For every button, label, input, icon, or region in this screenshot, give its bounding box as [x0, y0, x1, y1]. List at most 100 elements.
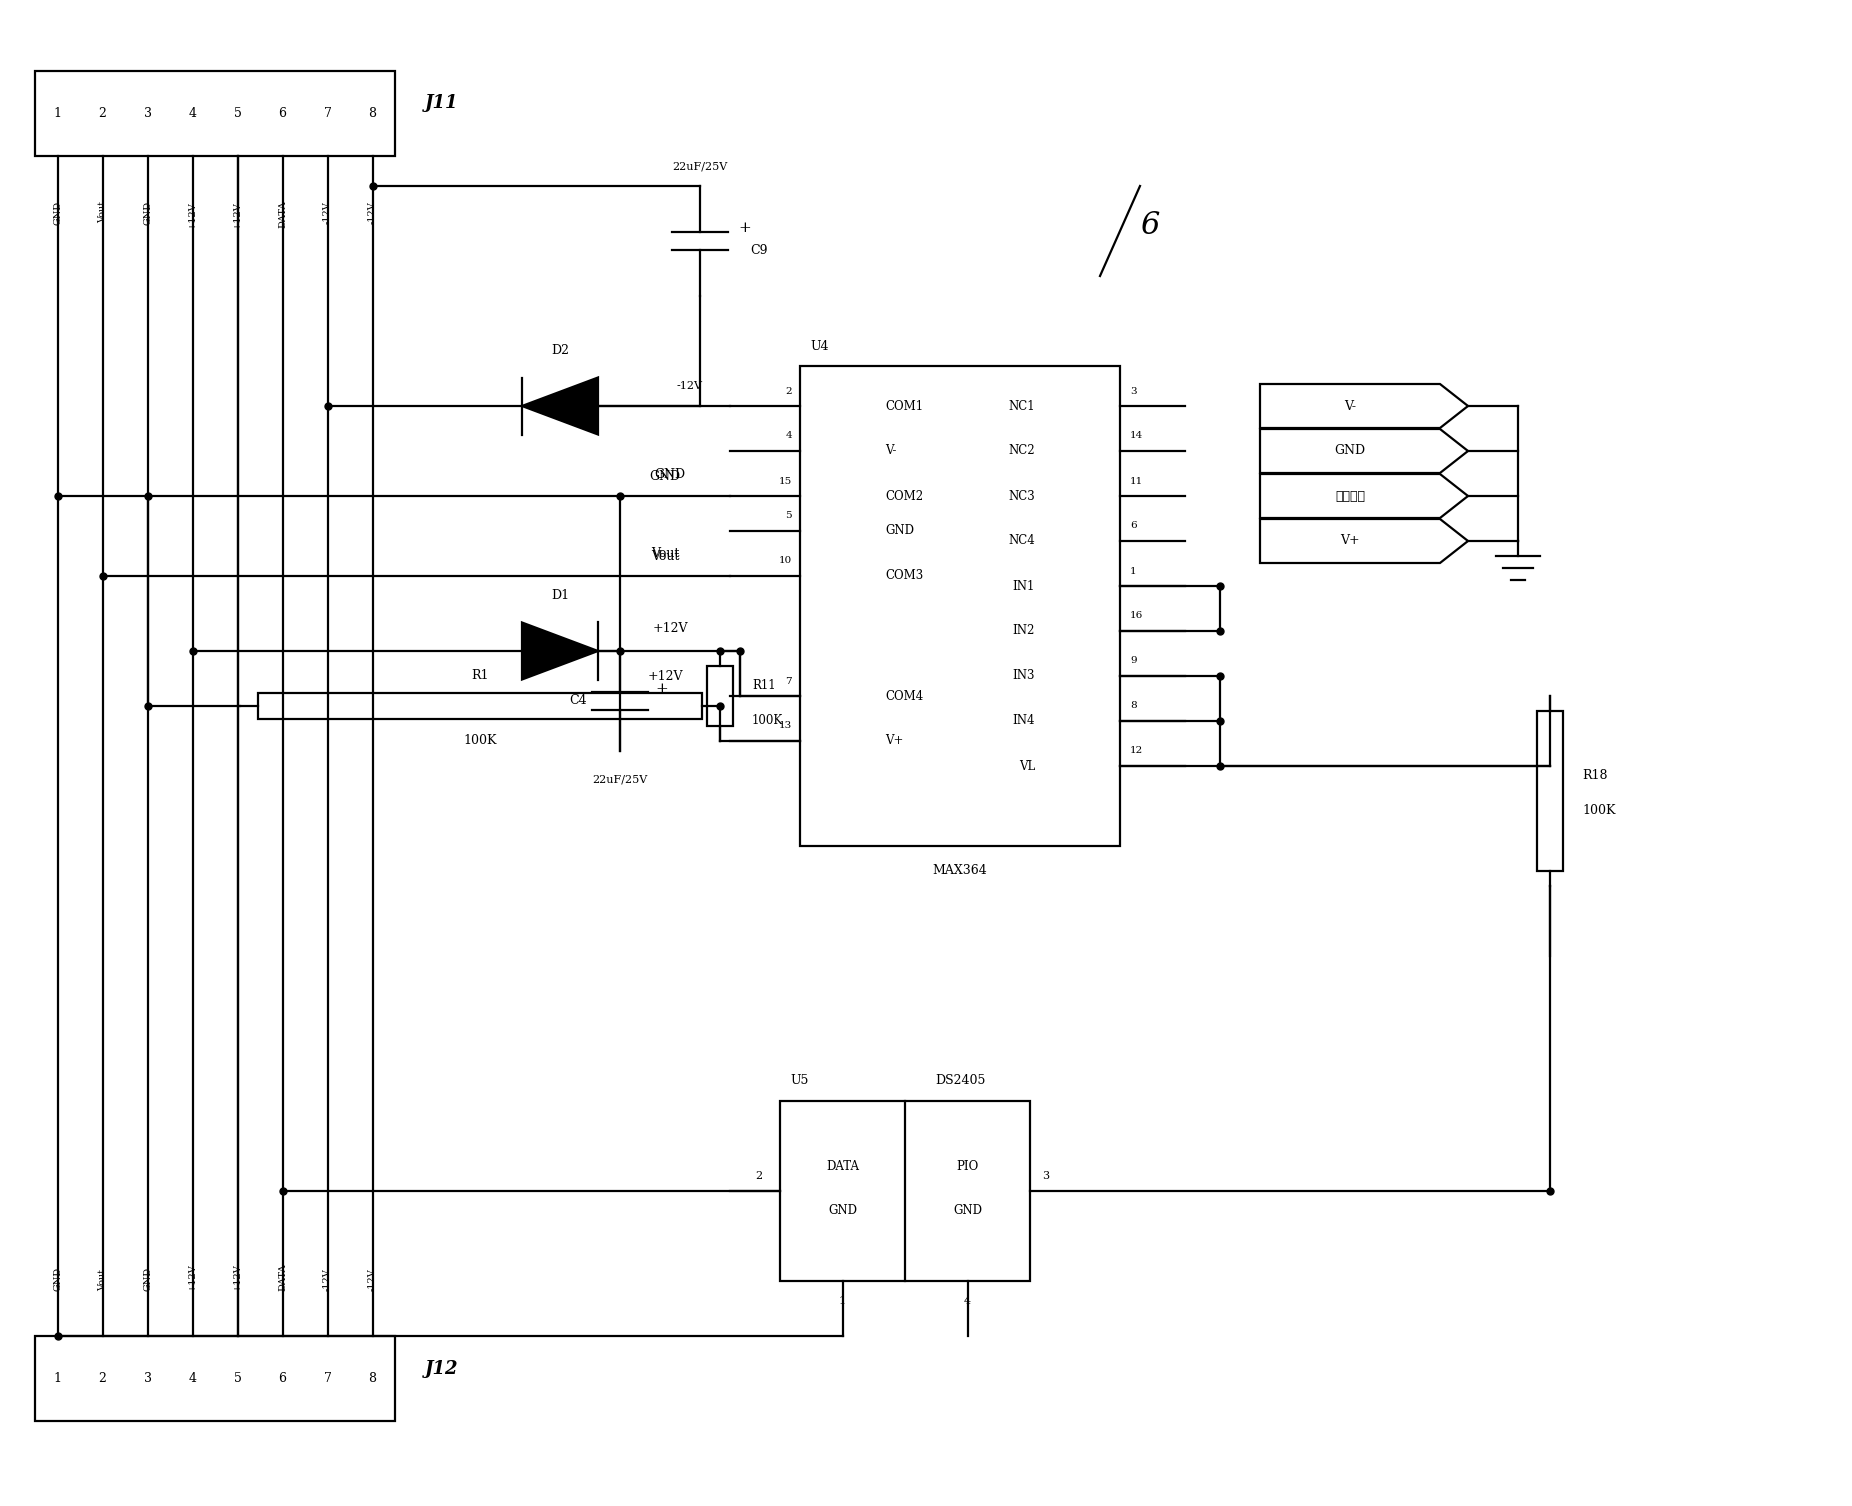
Text: COM3: COM3: [885, 569, 924, 583]
Text: R11: R11: [752, 679, 776, 693]
Text: 3: 3: [143, 107, 152, 120]
Text: NC2: NC2: [1007, 444, 1035, 458]
Text: DATA: DATA: [278, 1264, 287, 1291]
Text: 2: 2: [756, 1172, 761, 1181]
Text: 5: 5: [233, 107, 241, 120]
Text: IN2: IN2: [1013, 625, 1035, 637]
Text: V+: V+: [1341, 535, 1359, 548]
Text: 3: 3: [1043, 1172, 1048, 1181]
Text: -12V: -12V: [369, 200, 378, 224]
Bar: [35, 1336, 394, 1422]
Text: NC3: NC3: [1007, 489, 1035, 503]
Text: 15: 15: [778, 476, 793, 485]
Polygon shape: [1259, 474, 1469, 518]
Text: 7: 7: [324, 107, 332, 120]
Bar: [257, 693, 702, 718]
Text: 测得电压: 测得电压: [1335, 489, 1365, 503]
Text: NC1: NC1: [1007, 399, 1035, 413]
Text: 5: 5: [233, 1372, 241, 1386]
Text: 4: 4: [785, 432, 793, 440]
Text: +12V: +12V: [189, 200, 196, 229]
Text: J11: J11: [424, 95, 459, 113]
Text: 4: 4: [963, 1297, 970, 1306]
Text: GND: GND: [828, 1205, 857, 1217]
Text: 10: 10: [778, 557, 793, 565]
Text: 1: 1: [54, 107, 61, 120]
Text: +12V: +12V: [233, 200, 243, 229]
Text: +12V: +12V: [233, 1264, 243, 1291]
Polygon shape: [1259, 429, 1469, 473]
Text: V+: V+: [885, 735, 904, 747]
Bar: [780, 1101, 1030, 1282]
Text: 3: 3: [143, 1372, 152, 1386]
Text: 4: 4: [189, 107, 196, 120]
Text: Vout: Vout: [98, 1270, 107, 1291]
Text: GND: GND: [143, 1267, 152, 1291]
Text: 1: 1: [1130, 566, 1137, 575]
Text: Vout: Vout: [98, 200, 107, 223]
Text: GND: GND: [54, 1267, 61, 1291]
Text: GND: GND: [650, 470, 680, 482]
Text: IN3: IN3: [1013, 670, 1035, 682]
Text: Vout: Vout: [650, 550, 680, 563]
Text: +12V: +12V: [652, 622, 687, 636]
Bar: [35, 71, 394, 157]
Text: 1: 1: [839, 1297, 846, 1306]
Text: 2: 2: [98, 107, 106, 120]
Text: R18: R18: [1582, 770, 1608, 783]
Text: -12V: -12V: [322, 200, 332, 224]
Text: 6: 6: [1130, 521, 1137, 530]
Text: GND: GND: [54, 200, 61, 224]
Text: J12: J12: [424, 1360, 459, 1378]
Text: C4: C4: [569, 694, 587, 708]
Text: IN1: IN1: [1013, 580, 1035, 592]
Text: 9: 9: [1130, 657, 1137, 666]
Text: 22uF/25V: 22uF/25V: [672, 161, 728, 172]
Text: -12V: -12V: [678, 381, 704, 392]
Text: +: +: [739, 221, 752, 235]
Text: VL: VL: [1019, 759, 1035, 773]
Text: 14: 14: [1130, 432, 1143, 440]
Text: 100K: 100K: [1582, 804, 1615, 818]
Text: 8: 8: [1130, 702, 1137, 711]
Text: D1: D1: [550, 589, 569, 602]
Text: DATA: DATA: [826, 1160, 859, 1173]
Text: GND: GND: [954, 1205, 982, 1217]
Text: GND: GND: [143, 200, 152, 224]
Text: U5: U5: [791, 1074, 807, 1087]
Text: +: +: [656, 682, 669, 696]
Text: 2: 2: [98, 1372, 106, 1386]
Text: 6: 6: [278, 107, 287, 120]
Polygon shape: [1259, 384, 1469, 428]
Text: COM2: COM2: [885, 489, 922, 503]
Text: DATA: DATA: [278, 200, 287, 229]
Text: U4: U4: [809, 339, 828, 352]
Text: C9: C9: [750, 244, 767, 258]
Text: 6: 6: [278, 1372, 287, 1386]
Text: Vout: Vout: [650, 548, 680, 560]
Text: 7: 7: [324, 1372, 332, 1386]
Text: 6: 6: [1141, 211, 1159, 241]
Text: +12V: +12V: [646, 670, 683, 682]
Text: 100K: 100K: [752, 714, 783, 727]
Text: GND: GND: [654, 467, 685, 480]
Text: 1: 1: [54, 1372, 61, 1386]
Text: 2: 2: [785, 387, 793, 396]
Text: DS2405: DS2405: [935, 1074, 985, 1087]
Text: 7: 7: [785, 676, 793, 685]
Polygon shape: [1259, 520, 1469, 563]
Text: -12V: -12V: [322, 1268, 332, 1291]
Polygon shape: [522, 622, 598, 679]
Text: 16: 16: [1130, 611, 1143, 620]
Text: MAX364: MAX364: [933, 864, 987, 878]
Text: COM4: COM4: [885, 690, 924, 702]
Bar: [707, 666, 733, 726]
Text: PIO: PIO: [956, 1160, 978, 1173]
Bar: [800, 366, 1120, 846]
Text: GND: GND: [1335, 444, 1365, 458]
Text: 3: 3: [1130, 387, 1137, 396]
Text: 4: 4: [189, 1372, 196, 1386]
Text: NC4: NC4: [1007, 535, 1035, 548]
Text: V-: V-: [1345, 399, 1356, 413]
Text: IN4: IN4: [1013, 714, 1035, 727]
